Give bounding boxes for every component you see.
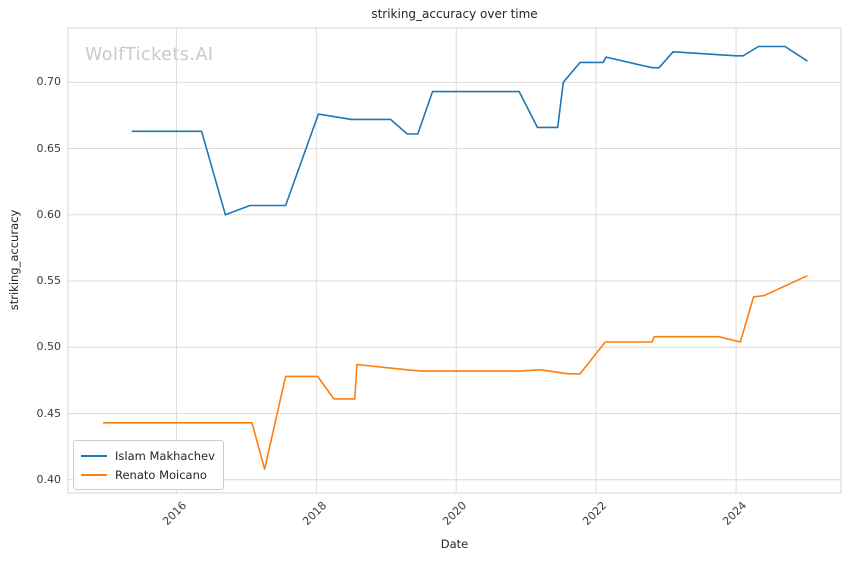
legend-item: Renato Moicano [81,465,215,484]
legend-label: Renato Moicano [115,467,207,482]
legend-line-swatch [81,454,107,457]
plot-border [67,27,842,494]
y-tick-label: 0.55 [36,274,62,288]
series-line-islam-makhachev [131,45,808,216]
y-tick-label: 0.60 [36,207,62,221]
y-tick-label: 0.40 [36,472,62,486]
watermark: WolfTickets.AI [85,45,214,65]
legend-label: Islam Makhachev [115,448,215,463]
x-axis-label: Date [440,537,469,551]
legend: Islam Makhachev Renato Moicano [73,440,224,490]
legend-item: Islam Makhachev [81,446,215,465]
chart-title: striking_accuracy over time [371,7,538,21]
y-axis-label: striking_accuracy [7,209,21,311]
y-tick-label: 0.50 [36,340,62,354]
y-tick-label: 0.70 [36,75,62,89]
y-tick-label: 0.45 [36,406,62,420]
legend-line-swatch [81,473,107,476]
series-line-renato-moicano [103,274,808,471]
y-tick-label: 0.65 [36,141,62,155]
